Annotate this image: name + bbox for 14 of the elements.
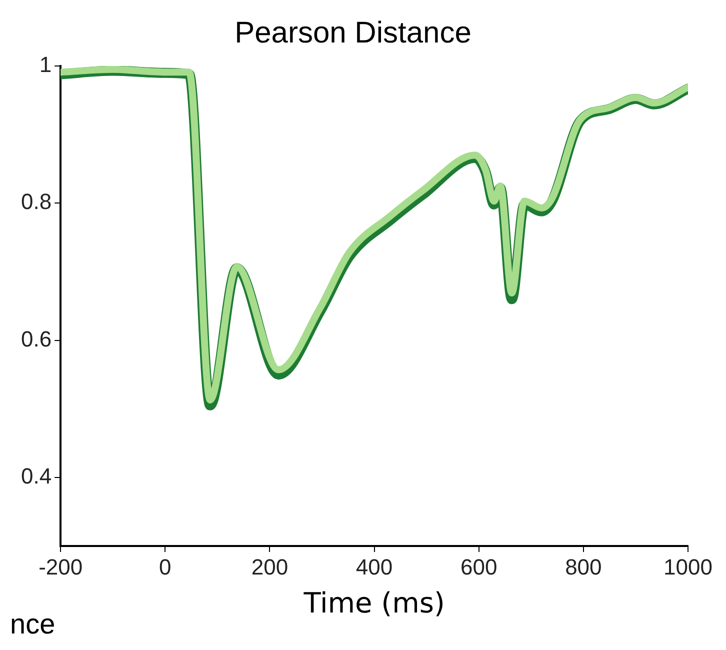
x-axis-title: Time (ms)	[302, 586, 445, 620]
x-tick-label: -200	[38, 554, 83, 580]
x-tick-label: 200	[251, 554, 288, 580]
y-tick-label: 0.8	[20, 189, 52, 214]
y-tick-label: 1	[39, 52, 52, 78]
chart-title: Pearson Distance	[234, 16, 472, 50]
y-tick-label: 0.4	[20, 463, 52, 488]
x-tick-label: 800	[565, 554, 602, 580]
x-tick-label: 400	[356, 554, 393, 580]
x-tick-label: 1000	[664, 554, 712, 580]
y-tick-label: 0.6	[20, 326, 52, 352]
x-tick-label: 0	[159, 554, 172, 580]
text: nce	[10, 608, 56, 640]
x-tick-label: 600	[460, 554, 498, 580]
